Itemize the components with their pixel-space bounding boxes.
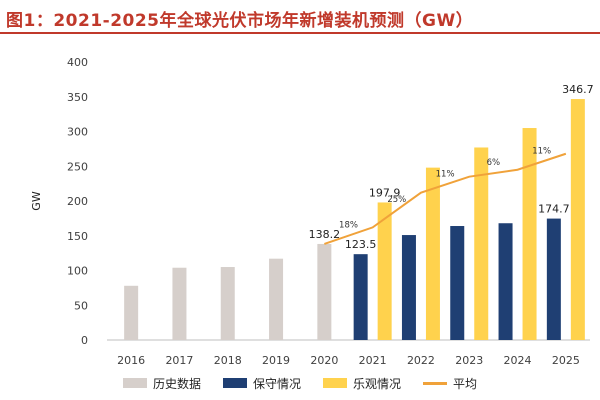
y-tick-label: 150: [67, 230, 88, 243]
x-tick-label: 2021: [359, 354, 387, 367]
legend-item: 平均: [423, 375, 477, 392]
y-tick-label: 0: [81, 334, 88, 347]
y-axis-label: GW: [30, 191, 43, 211]
bar: [450, 226, 465, 340]
data-label: 197.9: [369, 186, 401, 199]
bar: [498, 223, 513, 340]
legend-swatch: [323, 378, 347, 388]
bar: [377, 202, 392, 340]
bar: [425, 167, 440, 340]
x-tick-label: 2024: [504, 354, 532, 367]
x-tick-label: 2016: [117, 354, 145, 367]
bar: [522, 128, 537, 340]
y-tick-label: 50: [74, 299, 88, 312]
legend-swatch: [122, 378, 147, 388]
x-tick-label: 2019: [262, 354, 290, 367]
x-tick-label: 2023: [455, 354, 483, 367]
bar: [546, 218, 561, 340]
average-line: [324, 152, 567, 245]
title-bar: 图1：2021-2025年全球光伏市场年新增装机预测（GW）: [0, 0, 600, 34]
y-tick-label: 350: [67, 91, 88, 104]
data-label: 174.7: [538, 203, 570, 216]
x-tick-label: 2017: [165, 354, 193, 367]
legend-item: 乐观情况: [323, 375, 401, 392]
bar: [220, 267, 235, 340]
legend-swatch: [222, 378, 247, 388]
data-label: 346.7: [562, 83, 594, 96]
x-tick-label: 2020: [310, 354, 338, 367]
data-label: 138.2: [309, 228, 341, 241]
growth-label: 18%: [339, 221, 358, 231]
legend-label: 保守情况: [252, 376, 301, 391]
y-tick-label: 100: [67, 265, 88, 278]
y-tick-label: 200: [67, 195, 88, 208]
bar: [353, 254, 368, 340]
bar: [570, 99, 585, 340]
x-tick-label: 2018: [214, 354, 242, 367]
y-tick-label: 250: [67, 160, 88, 173]
chart-area: 0 50 100 150 200 250 300 350 400 GW 2016 2017 2018 20…: [30, 56, 594, 367]
y-tick-label: 300: [67, 126, 88, 139]
growth-label: 11%: [436, 170, 455, 180]
bar: [124, 285, 139, 340]
bar: [269, 258, 284, 340]
legend-label: 平均: [453, 376, 478, 391]
bar: [172, 267, 187, 340]
legend-item: 历史数据: [122, 375, 201, 392]
legend-swatch: [423, 381, 448, 385]
bar: [317, 243, 332, 340]
data-label: 123.5: [345, 238, 377, 251]
y-tick-label: 400: [67, 56, 88, 69]
title-underline: [0, 32, 600, 34]
growth-label: 6%: [487, 158, 501, 168]
growth-label: 11%: [532, 147, 551, 157]
chart-title: 图1：2021-2025年全球光伏市场年新增装机预测（GW）: [6, 11, 474, 31]
bar: [474, 147, 489, 340]
legend-label: 历史数据: [152, 376, 201, 391]
x-tick-label: 2025: [552, 354, 580, 367]
chart-legend: 历史数据 保守情况 乐观情况 平均: [0, 372, 600, 394]
bar: [401, 235, 416, 340]
growth-label: 25%: [387, 195, 406, 205]
x-tick-label: 2022: [407, 354, 435, 367]
legend-label: 乐观情况: [353, 376, 402, 391]
legend-item: 保守情况: [222, 375, 301, 392]
